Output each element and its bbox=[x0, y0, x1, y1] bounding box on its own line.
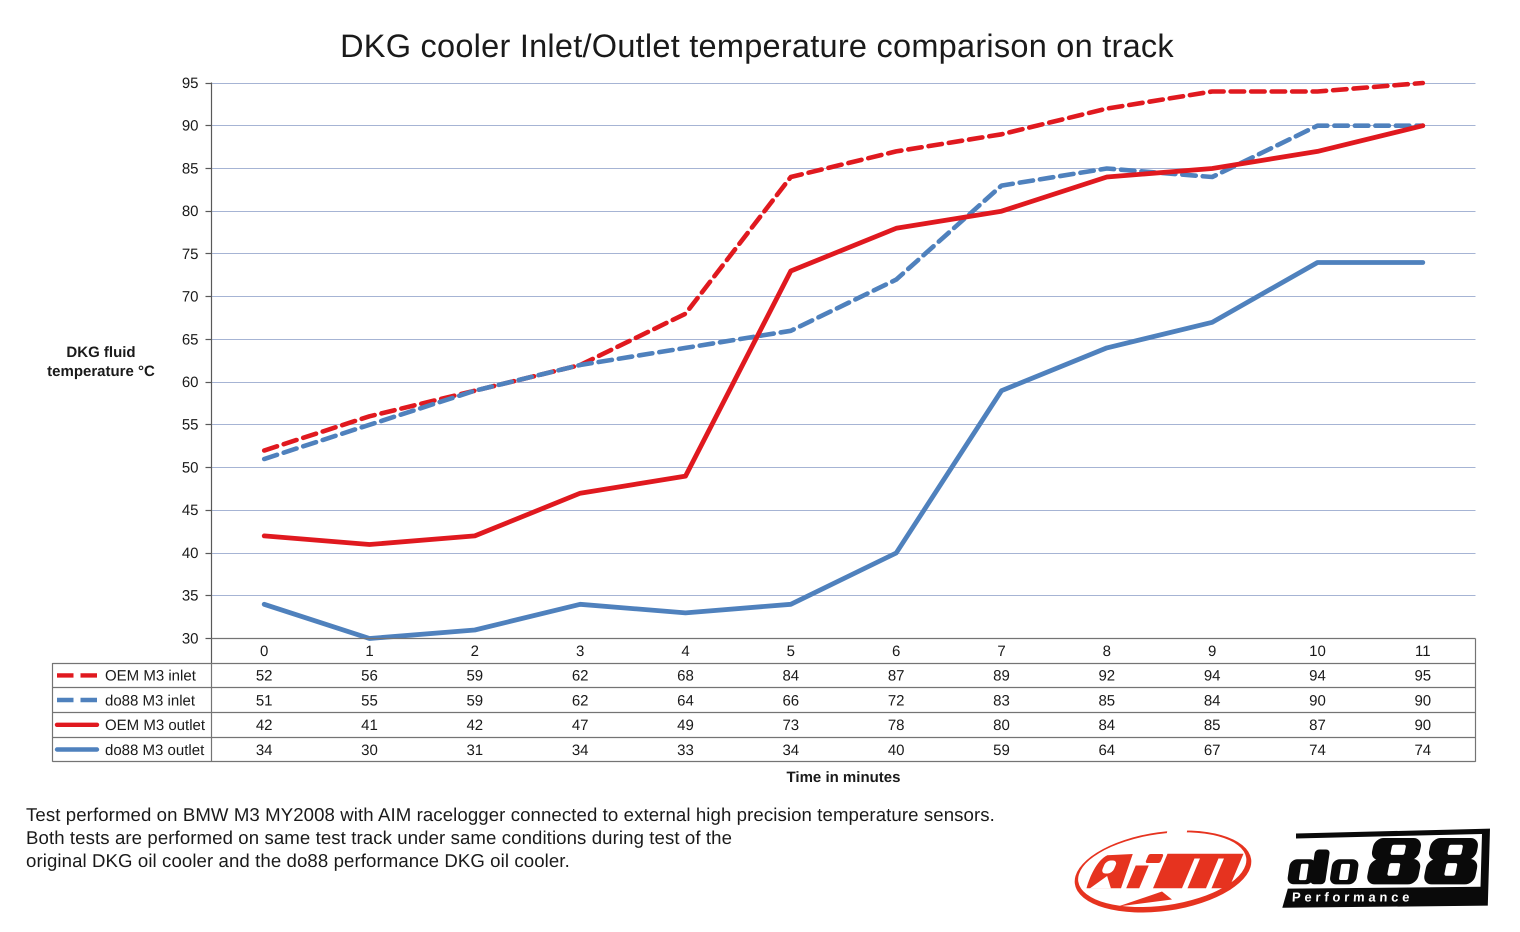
svg-text:Time in minutes: Time in minutes bbox=[787, 769, 901, 786]
svg-text:31: 31 bbox=[466, 742, 483, 759]
svg-text:64: 64 bbox=[677, 692, 694, 709]
svg-text:85: 85 bbox=[182, 160, 199, 177]
svg-text:8: 8 bbox=[1103, 643, 1111, 660]
svg-text:92: 92 bbox=[1098, 668, 1115, 685]
svg-text:4: 4 bbox=[681, 643, 689, 660]
svg-text:80: 80 bbox=[993, 717, 1010, 734]
svg-text:60: 60 bbox=[182, 374, 199, 391]
svg-text:73: 73 bbox=[782, 717, 799, 734]
svg-text:89: 89 bbox=[993, 668, 1010, 685]
svg-text:95: 95 bbox=[182, 75, 199, 92]
svg-text:do88 M3 inlet: do88 M3 inlet bbox=[105, 692, 196, 709]
svg-text:72: 72 bbox=[888, 692, 905, 709]
svg-text:49: 49 bbox=[677, 717, 694, 734]
svg-text:90: 90 bbox=[1309, 692, 1326, 709]
svg-text:34: 34 bbox=[572, 742, 589, 759]
svg-text:90: 90 bbox=[1414, 717, 1431, 734]
svg-text:6: 6 bbox=[892, 643, 900, 660]
svg-text:9: 9 bbox=[1208, 643, 1216, 660]
svg-text:10: 10 bbox=[1309, 643, 1326, 660]
svg-text:75: 75 bbox=[182, 246, 199, 263]
svg-text:0: 0 bbox=[260, 643, 268, 660]
svg-text:87: 87 bbox=[1309, 717, 1326, 734]
svg-text:56: 56 bbox=[361, 668, 378, 685]
svg-text:40: 40 bbox=[182, 545, 199, 562]
svg-text:59: 59 bbox=[466, 668, 483, 685]
svg-text:68: 68 bbox=[677, 668, 694, 685]
svg-text:83: 83 bbox=[993, 692, 1010, 709]
svg-text:59: 59 bbox=[466, 692, 483, 709]
svg-text:62: 62 bbox=[572, 692, 589, 709]
svg-text:Test performed on BMW M3 MY200: Test performed on BMW M3 MY2008 with AIM… bbox=[26, 804, 995, 825]
svg-text:OEM M3 inlet: OEM M3 inlet bbox=[105, 668, 197, 685]
svg-text:47: 47 bbox=[572, 717, 589, 734]
svg-text:41: 41 bbox=[361, 717, 378, 734]
svg-text:80: 80 bbox=[182, 203, 199, 220]
svg-text:50: 50 bbox=[182, 460, 199, 477]
svg-text:DKG fluid: DKG fluid bbox=[66, 344, 135, 361]
svg-text:original DKG oil cooler and th: original DKG oil cooler and the do88 per… bbox=[26, 850, 570, 871]
svg-text:34: 34 bbox=[256, 742, 273, 759]
svg-text:90: 90 bbox=[1414, 692, 1431, 709]
svg-text:do88 M3 outlet: do88 M3 outlet bbox=[105, 742, 205, 759]
svg-text:84: 84 bbox=[1098, 717, 1115, 734]
svg-text:52: 52 bbox=[256, 668, 273, 685]
svg-text:temperature °C: temperature °C bbox=[47, 363, 155, 380]
svg-text:55: 55 bbox=[361, 692, 378, 709]
svg-text:Performance: Performance bbox=[1292, 890, 1414, 905]
svg-text:85: 85 bbox=[1204, 717, 1221, 734]
svg-text:30: 30 bbox=[361, 742, 378, 759]
svg-text:DKG cooler Inlet/Outlet temper: DKG cooler Inlet/Outlet temperature comp… bbox=[340, 28, 1174, 64]
svg-text:59: 59 bbox=[993, 742, 1010, 759]
svg-text:33: 33 bbox=[677, 742, 694, 759]
svg-text:95: 95 bbox=[1414, 668, 1431, 685]
svg-text:74: 74 bbox=[1414, 742, 1431, 759]
svg-text:30: 30 bbox=[182, 630, 199, 647]
svg-text:84: 84 bbox=[1204, 692, 1221, 709]
svg-text:84: 84 bbox=[782, 668, 799, 685]
svg-text:64: 64 bbox=[1098, 742, 1115, 759]
svg-text:1: 1 bbox=[365, 643, 373, 660]
svg-text:94: 94 bbox=[1204, 668, 1221, 685]
svg-text:2: 2 bbox=[471, 643, 479, 660]
svg-text:78: 78 bbox=[888, 717, 905, 734]
svg-text:67: 67 bbox=[1204, 742, 1221, 759]
svg-text:42: 42 bbox=[256, 717, 273, 734]
svg-text:94: 94 bbox=[1309, 668, 1326, 685]
svg-text:34: 34 bbox=[782, 742, 799, 759]
svg-text:Both tests are performed on sa: Both tests are performed on same test tr… bbox=[26, 827, 732, 848]
svg-text:11: 11 bbox=[1415, 643, 1431, 660]
svg-text:7: 7 bbox=[997, 643, 1005, 660]
svg-text:65: 65 bbox=[182, 331, 199, 348]
svg-text:3: 3 bbox=[576, 643, 584, 660]
svg-text:OEM M3 outlet: OEM M3 outlet bbox=[105, 717, 206, 734]
svg-text:42: 42 bbox=[466, 717, 483, 734]
svg-text:90: 90 bbox=[182, 118, 199, 135]
svg-text:70: 70 bbox=[182, 289, 199, 306]
svg-text:74: 74 bbox=[1309, 742, 1326, 759]
svg-text:55: 55 bbox=[182, 417, 199, 434]
svg-text:85: 85 bbox=[1098, 692, 1115, 709]
svg-text:87: 87 bbox=[888, 668, 905, 685]
svg-text:5: 5 bbox=[787, 643, 795, 660]
svg-text:40: 40 bbox=[888, 742, 905, 759]
svg-text:45: 45 bbox=[182, 502, 199, 519]
svg-text:51: 51 bbox=[256, 692, 273, 709]
svg-text:62: 62 bbox=[572, 668, 589, 685]
svg-text:35: 35 bbox=[182, 588, 199, 605]
svg-text:66: 66 bbox=[782, 692, 799, 709]
